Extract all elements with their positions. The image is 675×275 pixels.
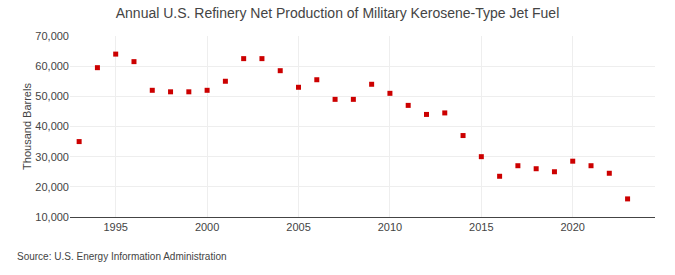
svg-text:40,000: 40,000 [35,120,69,132]
svg-text:70,000: 70,000 [35,30,69,42]
svg-text:2020: 2020 [560,221,584,233]
svg-text:2005: 2005 [286,221,310,233]
svg-text:2000: 2000 [195,221,219,233]
svg-text:Source: U.S. Energy Informatio: Source: U.S. Energy Information Administ… [17,251,227,262]
svg-text:2015: 2015 [469,221,493,233]
svg-text:50,000: 50,000 [35,90,69,102]
svg-text:20,000: 20,000 [35,181,69,193]
svg-text:60,000: 60,000 [35,60,69,72]
svg-text:10,000: 10,000 [35,211,69,223]
svg-text:30,000: 30,000 [35,151,69,163]
svg-text:Thousand Barrels: Thousand Barrels [21,83,33,170]
svg-text:1995: 1995 [103,221,127,233]
svg-text:2010: 2010 [378,221,402,233]
svg-text:Annual U.S. Refinery Net Produ: Annual U.S. Refinery Net Production of M… [116,5,560,21]
